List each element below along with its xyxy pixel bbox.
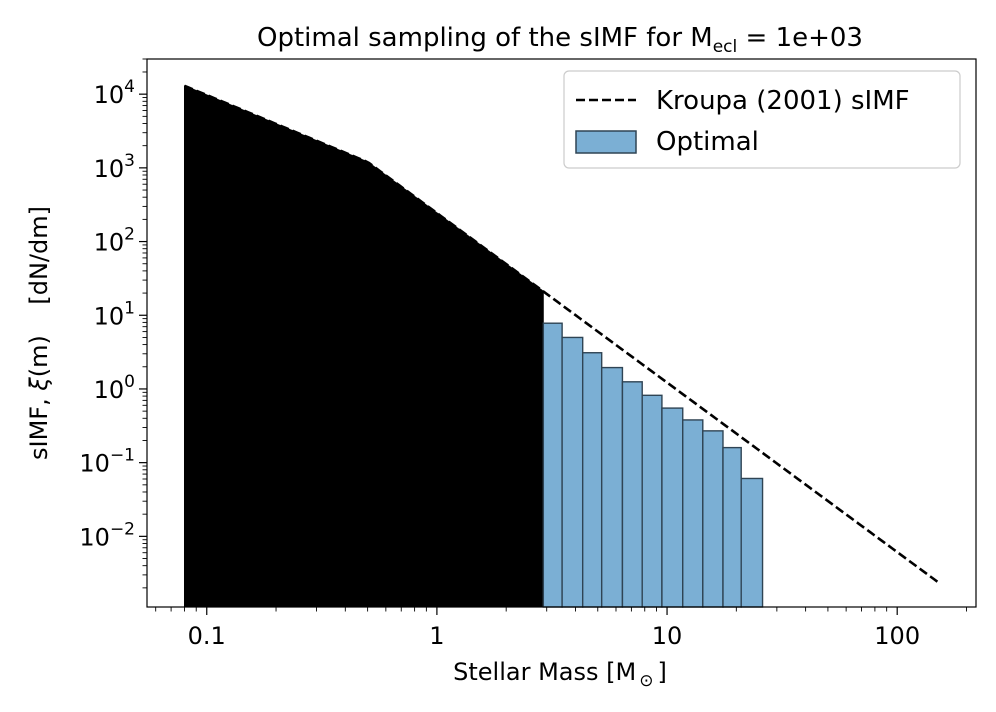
x-axis-title: Stellar Mass [M ⊙] bbox=[453, 658, 667, 691]
optimal-bar bbox=[621, 381, 643, 608]
y-tick-label: 104 bbox=[94, 77, 135, 109]
legend: Kroupa (2001) sIMF Optimal bbox=[563, 70, 961, 169]
chart-title: Optimal sampling of the sIMF for Mecl = … bbox=[257, 23, 863, 57]
optimal-bar bbox=[600, 366, 624, 608]
legend-box bbox=[563, 70, 961, 169]
optimal-bar bbox=[740, 477, 764, 608]
legend-optimal-swatch bbox=[575, 130, 637, 154]
x-tick-label: 0.1 bbox=[188, 622, 226, 650]
optimal-bar bbox=[542, 322, 563, 608]
x-tick-label: 100 bbox=[874, 622, 920, 650]
optimal-bar bbox=[581, 352, 603, 608]
y-tick-label: 100 bbox=[94, 372, 135, 404]
legend-optimal-label: Optimal bbox=[656, 127, 759, 157]
optimal-bar bbox=[722, 446, 742, 608]
y-tick-label: 10−1 bbox=[79, 446, 135, 478]
optimal-bar bbox=[561, 336, 584, 608]
optimal-bar bbox=[661, 407, 684, 608]
optimal-bar bbox=[641, 394, 663, 608]
y-tick-label: 102 bbox=[94, 225, 135, 257]
y-tick-label: 10−2 bbox=[79, 519, 135, 551]
legend-kroupa-label: Kroupa (2001) sIMF bbox=[656, 86, 910, 116]
optimal-bar bbox=[702, 430, 724, 608]
plot-frame bbox=[146, 58, 977, 608]
kroupa-sIMF-line bbox=[183, 84, 939, 583]
x-tick-label: 1 bbox=[429, 622, 444, 650]
y-tick-label: 103 bbox=[94, 151, 135, 183]
y-axis-title: sIMF, ξ(m) [dN/dm] bbox=[25, 206, 53, 460]
axis-ticks: 0.1 1 10 100 10−2 10−1 100 101 102 103 104 bbox=[79, 58, 967, 650]
y-tick-label: 101 bbox=[94, 298, 135, 330]
kroupa-line-group bbox=[183, 84, 939, 583]
x-tick-label: 10 bbox=[652, 622, 683, 650]
optimal-bar bbox=[682, 419, 704, 608]
